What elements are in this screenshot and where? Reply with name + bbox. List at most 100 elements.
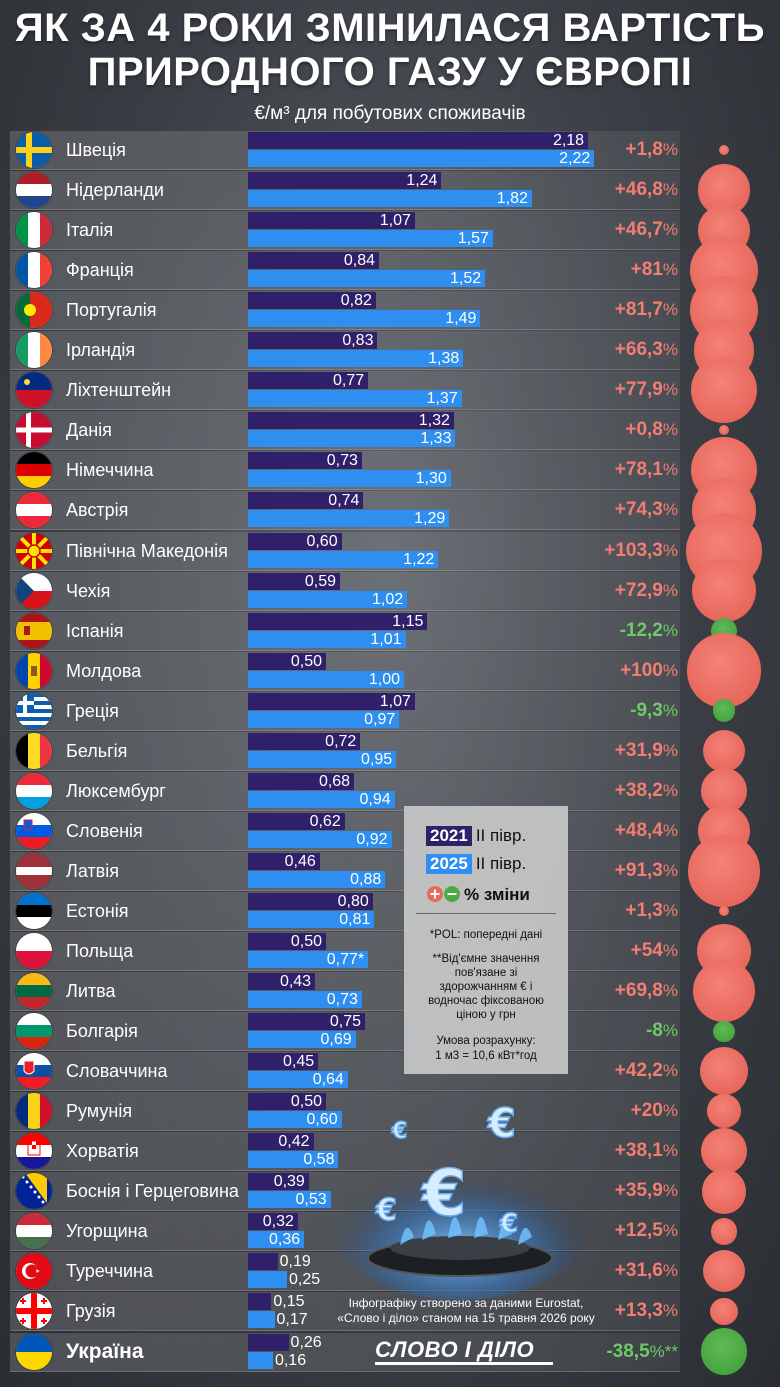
bar-2025: 1,49 bbox=[248, 310, 481, 328]
percent-sign: % bbox=[662, 580, 678, 600]
table-row: Естонія 0,80 0,81 +1,3% bbox=[10, 891, 710, 931]
table-row: Швеція 2,18 2,22 +1,8% bbox=[10, 131, 710, 170]
change-percent: +81,7% bbox=[615, 299, 678, 321]
value-label-2025: 0,25 bbox=[289, 1271, 321, 1289]
country-label: Угорщина bbox=[66, 1221, 148, 1242]
change-percent: +46,7% bbox=[615, 219, 678, 241]
bar-2025: 0,53 bbox=[248, 1191, 331, 1209]
bar-2025: 1,33 bbox=[248, 430, 456, 448]
value-label-2021: 0,73 bbox=[326, 452, 358, 470]
country-label: Швеція bbox=[66, 140, 126, 160]
flag-georgia-icon bbox=[16, 1293, 52, 1330]
value-label-2025: 1,02 bbox=[371, 590, 404, 608]
bar-2021: 0,26 bbox=[248, 1333, 322, 1351]
bar-2021: 0,50 bbox=[248, 1093, 326, 1111]
country-label: Туреччина bbox=[66, 1261, 153, 1282]
change-value: +74,3 bbox=[614, 499, 663, 521]
value-label-2025: 1,49 bbox=[445, 310, 477, 328]
change-bubble bbox=[691, 357, 757, 424]
country-label: Нідерланди bbox=[66, 180, 164, 201]
bar-2025: 0,81 bbox=[248, 910, 375, 928]
bar-2025: 1,30 bbox=[248, 470, 451, 488]
percent-sign: % bbox=[662, 1301, 678, 1321]
value-label-2025: 0,97 bbox=[364, 710, 396, 728]
percent-sign: % bbox=[662, 981, 678, 1001]
change-value: +81,7 bbox=[614, 299, 663, 321]
credit-line-1: Інфографіку створено за даними Eurostat, bbox=[348, 1296, 584, 1310]
country-label: Німеччина bbox=[66, 460, 154, 481]
value-label-2025: 0,88 bbox=[350, 870, 382, 888]
title-line-2: ПРИРОДНОГО ГАЗУ У ЄВРОПІ bbox=[87, 50, 693, 94]
value-label-2021: 0,82 bbox=[340, 292, 372, 310]
change-bubble bbox=[712, 699, 736, 723]
value-label-2021: 1,07 bbox=[379, 692, 411, 710]
flag-ireland-icon bbox=[16, 332, 52, 369]
bar-2021: 0,60 bbox=[248, 532, 342, 550]
value-label-2025: 0,69 bbox=[320, 1031, 352, 1049]
percent-sign: % bbox=[662, 740, 678, 760]
value-label-2025: 1,22 bbox=[403, 550, 435, 568]
flag-bosnia-icon bbox=[16, 1173, 52, 1210]
bar-2025: 1,00 bbox=[248, 670, 404, 688]
bar-2025: 0,17 bbox=[248, 1311, 308, 1329]
flag-france-icon bbox=[16, 252, 52, 289]
change-value: +42,2 bbox=[614, 1060, 663, 1082]
change-value: +103,3 bbox=[604, 539, 663, 561]
svg-text:€: € bbox=[375, 1193, 397, 1228]
percent-sign: % bbox=[662, 140, 678, 159]
change-percent: +78,1% bbox=[615, 459, 678, 481]
change-bubble bbox=[719, 425, 729, 436]
percent-sign: % bbox=[662, 1021, 678, 1041]
bar-2025: 1,38 bbox=[248, 350, 464, 368]
bar-2025: 1,29 bbox=[248, 510, 450, 528]
change-percent: -12,2% bbox=[620, 620, 678, 642]
country-label: Ліхтенштейн bbox=[66, 380, 172, 401]
value-label-2025: 0,64 bbox=[312, 1071, 344, 1089]
value-label-2021: 0,60 bbox=[306, 532, 338, 550]
change-value: -9,3 bbox=[630, 699, 663, 721]
country-label: Боснія і Герцеговина bbox=[66, 1181, 239, 1202]
change-percent: +81% bbox=[631, 259, 678, 281]
value-label-2025: 2,22 bbox=[559, 150, 591, 167]
legend-2025: 2025 ІІ півр. bbox=[426, 854, 526, 874]
bar-2025: 0,73 bbox=[248, 991, 362, 1009]
flag-turkey-icon bbox=[16, 1253, 52, 1290]
change-bubble bbox=[686, 633, 762, 709]
flag-austria-icon bbox=[16, 492, 52, 529]
flag-luxembourg-icon bbox=[16, 772, 52, 809]
percent-sign: % bbox=[662, 340, 678, 360]
table-row: Іспанія 1,15 1,01 -12,2% bbox=[10, 611, 710, 651]
change-percent: +20% bbox=[631, 1100, 678, 1122]
change-value: +31,9 bbox=[614, 739, 663, 761]
legend-2021-year: 2021 bbox=[426, 826, 472, 846]
change-value: +100 bbox=[620, 659, 663, 681]
country-label: Португалія bbox=[66, 300, 157, 321]
bar-2025: 0,94 bbox=[248, 790, 395, 808]
table-row: Греція 1,07 0,97 -9,3% bbox=[10, 691, 710, 731]
table-row: Франція 0,84 1,52 +81% bbox=[10, 251, 710, 291]
value-label-2021: 0,74 bbox=[328, 492, 360, 510]
change-value: +81 bbox=[630, 259, 663, 281]
change-value: -8 bbox=[645, 1020, 663, 1042]
legend-note-calc: 1 м3 = 10,6 кВт*год bbox=[435, 1050, 537, 1062]
flag-portugal-icon bbox=[16, 292, 52, 329]
percent-sign: % bbox=[662, 1061, 678, 1081]
bar-2021: 1,24 bbox=[248, 172, 442, 190]
gas-burner-illustration: € € € € € bbox=[335, 1100, 585, 1300]
value-label-2021: 1,07 bbox=[379, 212, 411, 230]
svg-text:€: € bbox=[420, 1157, 467, 1231]
percent-sign: % bbox=[662, 620, 678, 640]
percent-sign: % bbox=[662, 820, 678, 840]
bar-2025: 0,64 bbox=[248, 1071, 348, 1089]
change-value: +66,3 bbox=[614, 339, 663, 361]
bar-2025: 1,02 bbox=[248, 590, 408, 608]
change-value: -12,2 bbox=[619, 619, 663, 641]
change-percent: -38,5%** bbox=[606, 1341, 678, 1363]
flag-denmark-icon bbox=[16, 412, 52, 449]
country-label: Бельгія bbox=[66, 740, 128, 761]
value-label-2021: 0,75 bbox=[329, 1013, 361, 1031]
bar-2021: 0,68 bbox=[248, 772, 355, 790]
bar-2021: 0,50 bbox=[248, 933, 326, 950]
svg-text:€: € bbox=[487, 1101, 516, 1147]
bar-2025: 1,52 bbox=[248, 270, 486, 288]
